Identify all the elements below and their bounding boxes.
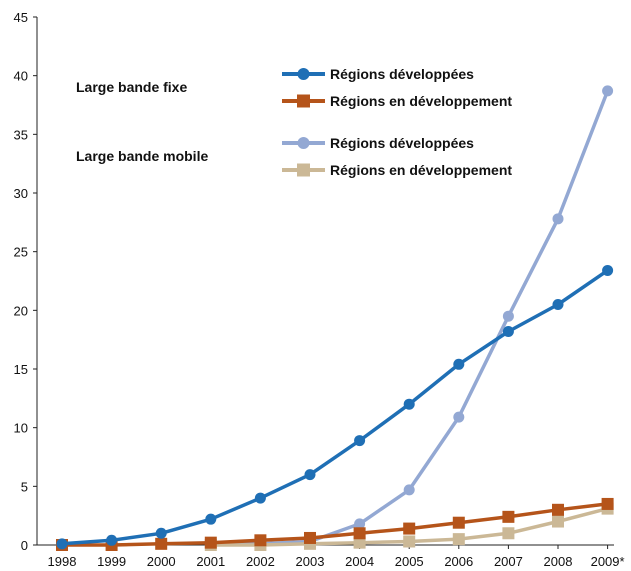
data-point [56, 538, 68, 550]
x-tick-label: 2000 [147, 554, 176, 569]
legend-item-3: Régions en développement [282, 162, 512, 178]
data-point [304, 531, 316, 544]
series-2 [205, 85, 614, 551]
y-tick-label: 25 [14, 245, 28, 260]
data-point [155, 537, 168, 550]
data-point [354, 518, 366, 530]
y-tick-label: 15 [14, 362, 28, 377]
y-tick-label: 30 [14, 186, 28, 201]
data-point [601, 497, 614, 510]
data-point [254, 492, 266, 504]
data-point [403, 535, 416, 548]
data-point [502, 527, 515, 540]
legend-label: Régions développées [330, 135, 474, 151]
legend-marker [297, 94, 310, 108]
axes: 0 5 10 15 20 25 30 35 40 45 1998 1999 2000 2001 2002 20… [14, 10, 625, 569]
legend-marker [297, 137, 310, 149]
y-tick-label: 20 [14, 303, 28, 318]
legend-item-0: Régions développées [282, 66, 474, 82]
legend-group-label: Large bande fixe [76, 79, 187, 95]
data-point [403, 398, 415, 410]
legend: Large bande fixe Large bande mobile Région… [76, 66, 512, 178]
y-tick-label: 5 [21, 479, 28, 494]
x-tick-label: 2007 [494, 554, 523, 569]
series-line [61, 268, 609, 546]
data-point [602, 85, 614, 97]
data-point [552, 298, 564, 310]
x-tick-label: 2006 [444, 554, 473, 569]
series-0 [56, 264, 614, 550]
y-tick-label: 45 [14, 10, 28, 25]
y-tick-label: 0 [21, 538, 28, 553]
y-tick-label: 40 [14, 69, 28, 84]
legend-label: Régions développées [330, 66, 474, 82]
x-tick-label: 1998 [48, 554, 77, 569]
data-point [354, 435, 366, 447]
data-point [254, 534, 267, 547]
x-tick-label: 2005 [395, 554, 424, 569]
data-point [204, 536, 217, 549]
data-point [552, 503, 564, 516]
data-point [552, 213, 564, 225]
data-point [452, 533, 465, 546]
x-tick-label: 2003 [296, 554, 325, 569]
data-point [552, 515, 564, 528]
x-tick-label: 1999 [97, 554, 126, 569]
data-point [353, 527, 366, 540]
data-point [602, 264, 614, 276]
x-tick-label: 2008 [544, 554, 573, 569]
x-tick-label: 2002 [246, 554, 275, 569]
series-layer [56, 85, 614, 551]
x-tick-label: 2001 [196, 554, 225, 569]
data-point [155, 527, 167, 539]
legend-marker [297, 68, 310, 80]
data-point [452, 516, 465, 529]
data-point [353, 536, 366, 549]
x-tick-label: 2009* [591, 554, 625, 569]
data-point [304, 469, 316, 481]
y-tick-label: 10 [14, 421, 28, 436]
y-tick-label: 35 [14, 127, 28, 142]
data-point [502, 310, 514, 322]
data-point [403, 522, 416, 535]
series-line [210, 90, 610, 547]
data-point [502, 510, 515, 523]
data-point [403, 484, 415, 496]
legend-marker [297, 163, 310, 177]
data-point [205, 513, 217, 525]
data-point [453, 358, 465, 370]
data-point [502, 325, 514, 337]
legend-group-label: Large bande mobile [76, 148, 208, 164]
data-point [106, 534, 118, 546]
x-tick-label: 2004 [345, 554, 374, 569]
legend-item-1: Régions en développement [282, 93, 512, 109]
data-point [453, 411, 465, 423]
series-line [62, 502, 608, 547]
legend-item-2: Régions développées [282, 135, 474, 151]
legend-label: Régions en développement [330, 93, 512, 109]
legend-label: Régions en développement [330, 162, 512, 178]
